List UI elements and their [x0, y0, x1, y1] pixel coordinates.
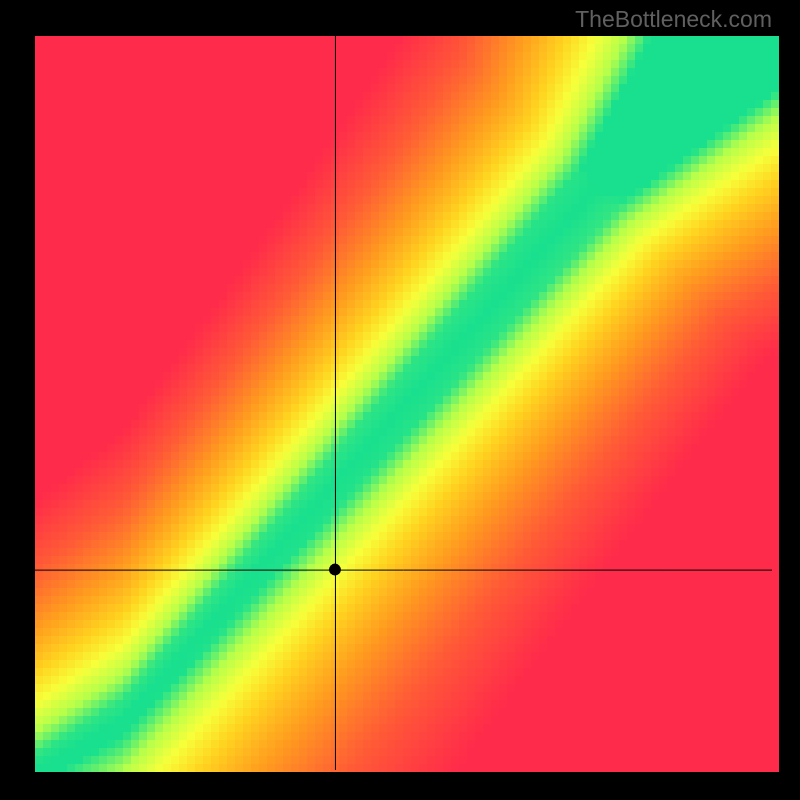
watermark-text: TheBottleneck.com — [575, 6, 772, 33]
chart-container: TheBottleneck.com — [0, 0, 800, 800]
bottleneck-heatmap — [0, 0, 800, 800]
